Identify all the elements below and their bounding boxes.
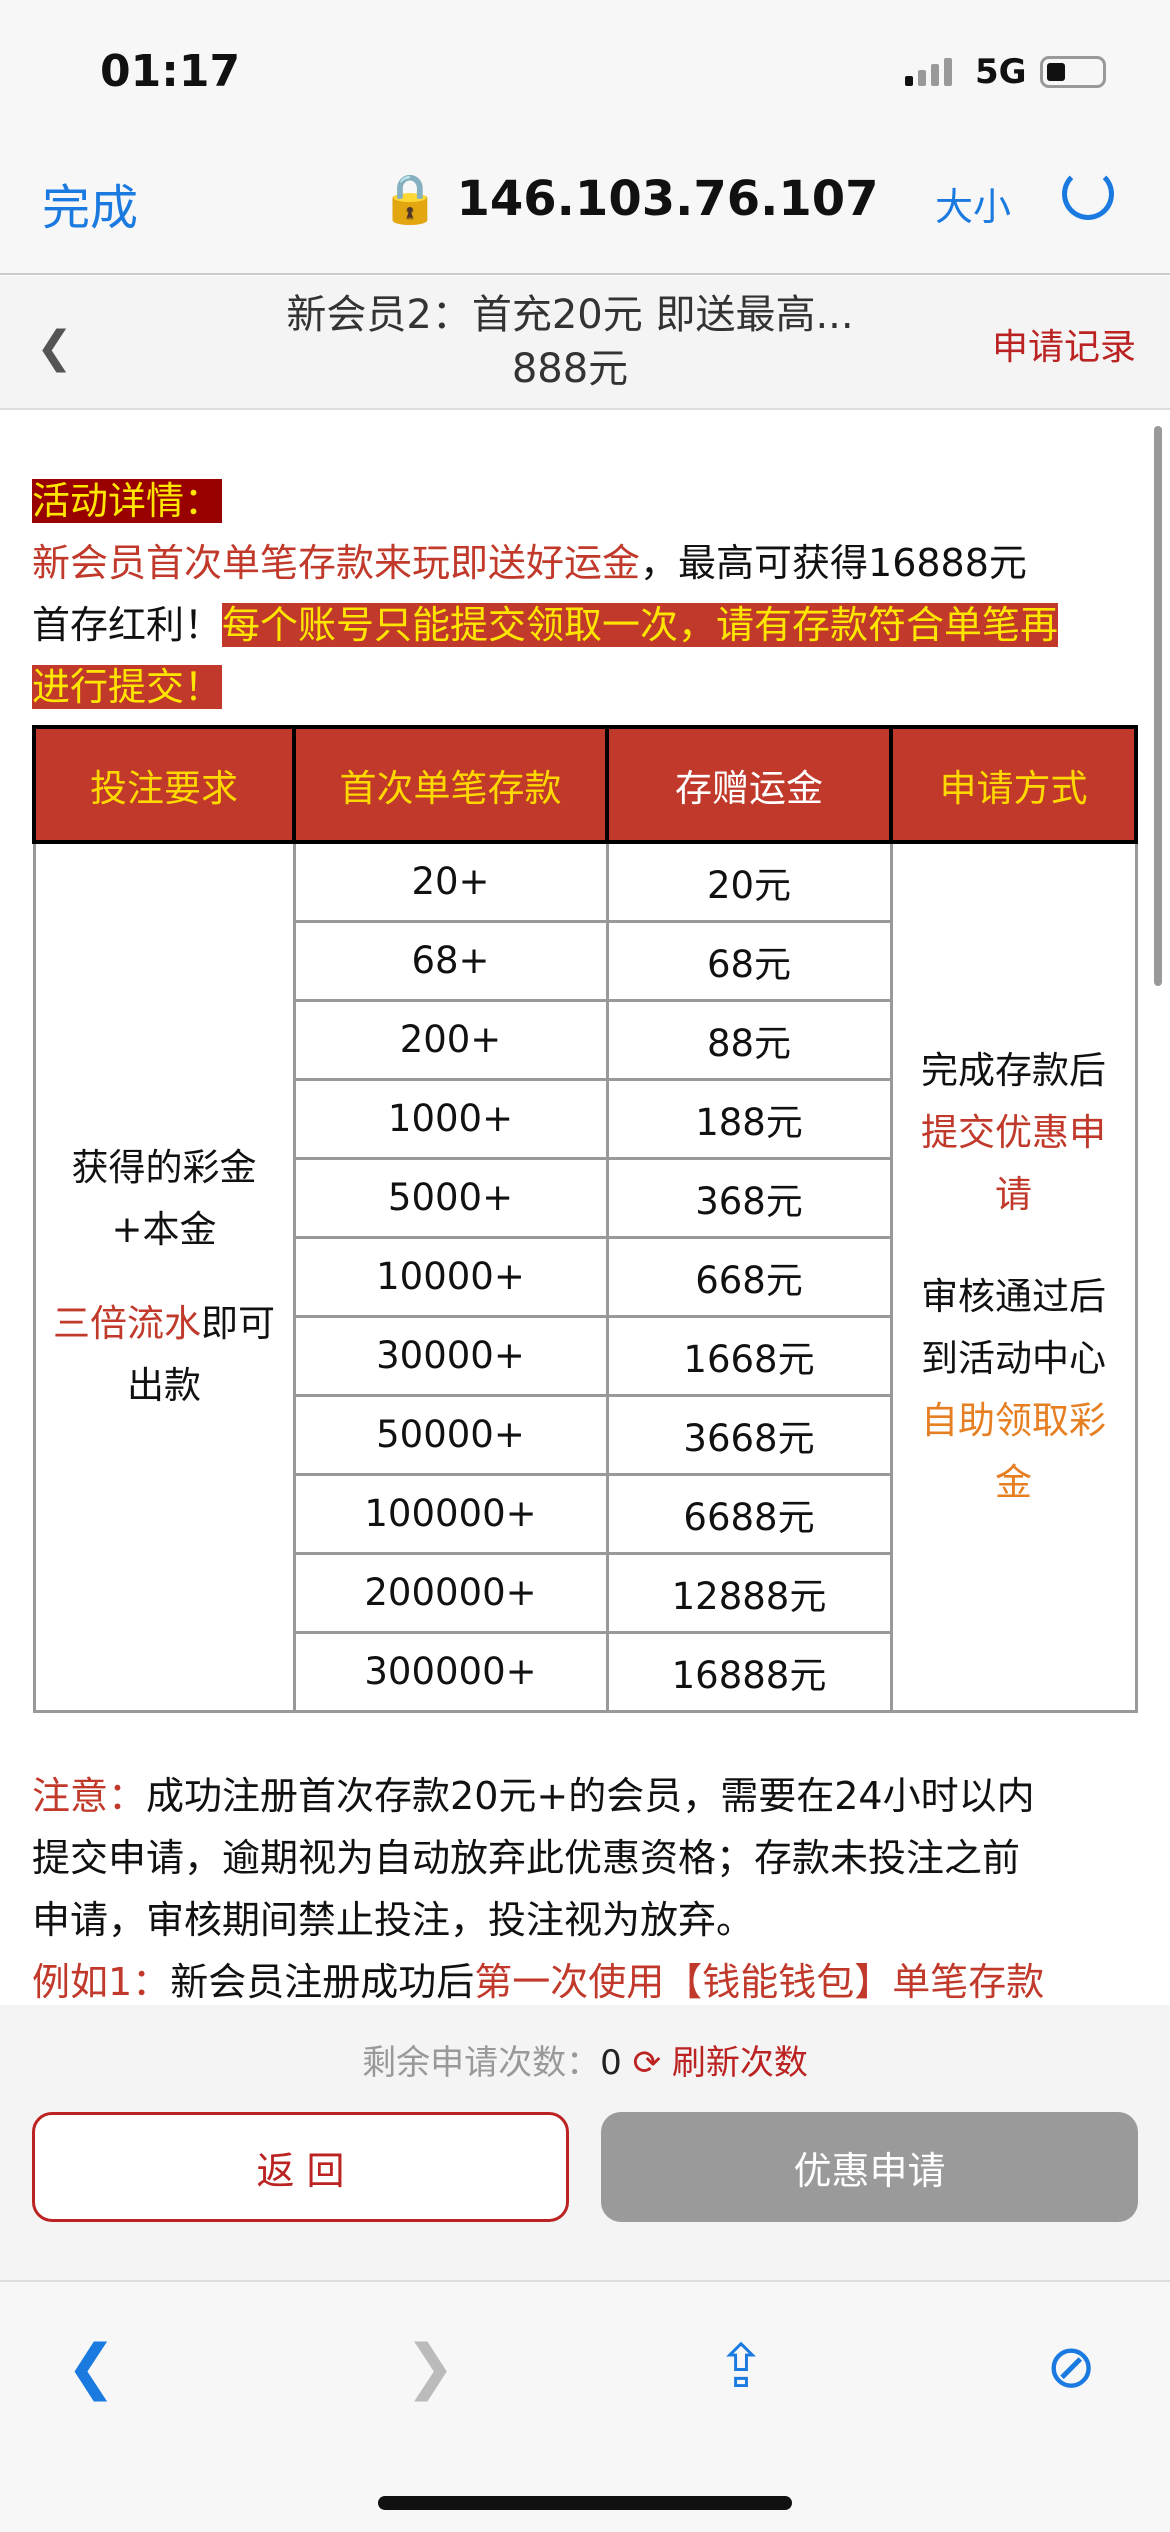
browser-toolbar: ❮ ❯ ⇪ ⊘ xyxy=(0,2280,1170,2532)
col-header: 首次单笔存款 xyxy=(292,725,609,844)
table-row: 5000+ 368元 xyxy=(34,1156,1136,1239)
address-bar[interactable]: 🔒 146.103.76.107 xyxy=(380,170,879,227)
scrollbar[interactable] xyxy=(1154,426,1162,986)
refresh-button[interactable]: ⟳ 刷新次数 xyxy=(632,2043,808,2083)
notice-text: 成功注册首次存款20元+的会员，需要在24小时以内 xyxy=(146,1774,1035,1818)
table-row: 10000+ 668元 xyxy=(34,1235,1136,1318)
deposit-cell: 68+ xyxy=(292,919,609,1002)
page-title: 新会员2：首充20元 即送最高... 888元 xyxy=(286,292,854,392)
home-indicator xyxy=(378,2496,792,2510)
deposit-cell: 30000+ xyxy=(292,1314,609,1397)
deposit-cell: 20+ xyxy=(292,840,609,923)
requirement-cell: 获得的彩金 +本金 三倍流水即可 出款 xyxy=(32,840,296,1713)
content: 活动详情： 新会员首次单笔存款来玩即送好运金，最高可获得16888元 首存红利！… xyxy=(0,410,1170,2005)
browser-bar: 完成 🔒 146.103.76.107 大小 xyxy=(0,140,1170,275)
example-red: 第一次使用【钱能钱包】单笔存款 xyxy=(474,1960,1045,2004)
reload-icon[interactable] xyxy=(1062,168,1114,220)
intro-red: 新会员首次单笔存款来玩即送好运金 xyxy=(32,541,641,585)
bonus-cell: 20元 xyxy=(605,840,893,923)
records-link[interactable]: 申请记录 xyxy=(991,327,1136,368)
status-bar: 01:17 5G xyxy=(0,0,1170,140)
url-text: 146.103.76.107 xyxy=(456,171,879,227)
deposit-cell: 100000+ xyxy=(292,1472,609,1555)
bonus-cell: 68元 xyxy=(605,919,893,1002)
table-row: 200000+ 12888元 xyxy=(34,1551,1136,1634)
bonus-cell: 1668元 xyxy=(605,1314,893,1397)
back-chevron-icon[interactable]: ❮ xyxy=(36,322,73,373)
text-size-button[interactable]: 大小 xyxy=(935,185,1012,229)
deposit-cell: 200000+ xyxy=(292,1551,609,1634)
table-row: 200+ 88元 xyxy=(34,998,1136,1081)
forward-icon[interactable]: ❯ xyxy=(405,2332,456,2402)
example-label: 例如1： xyxy=(32,1960,171,2004)
deposit-cell: 200+ xyxy=(292,998,609,1081)
network-label: 5G xyxy=(975,52,1027,92)
table-row: 获得的彩金 +本金 三倍流水即可 出款 20+ 20元 完成存款后 提交优惠申请审核通过后 到活… xyxy=(32,840,1138,1713)
bonus-cell: 668元 xyxy=(605,1235,893,1318)
back-button[interactable]: 返 回 xyxy=(32,2112,569,2222)
table-row: 300000+ 16888元 xyxy=(34,1630,1136,1713)
example-text: 新会员注册成功后 xyxy=(170,1960,475,2004)
compass-icon[interactable]: ⊘ xyxy=(1046,2332,1097,2402)
signal-icon xyxy=(905,58,952,86)
share-icon[interactable]: ⇪ xyxy=(716,2332,767,2402)
col-header: 申请方式 xyxy=(889,725,1138,844)
lock-icon: 🔒 xyxy=(380,171,440,227)
intro-text2: 首存红利！ xyxy=(32,603,223,647)
deposit-cell: 5000+ xyxy=(292,1156,609,1239)
battery-icon xyxy=(1040,56,1106,88)
remaining-count: 剩余申请次数：0 ⟳ 刷新次数 xyxy=(362,2043,808,2083)
deposit-cell: 50000+ xyxy=(292,1393,609,1476)
notice-text: 申请，审核期间禁止投注，投注视为放弃。 xyxy=(32,1898,755,1942)
bonus-cell: 3668元 xyxy=(605,1393,893,1476)
bonus-cell: 12888元 xyxy=(605,1551,893,1634)
intro-highlight2: 进行提交！ xyxy=(32,665,223,709)
deposit-cell: 1000+ xyxy=(292,1077,609,1160)
bonus-cell: 16888元 xyxy=(605,1630,893,1713)
done-button[interactable]: 完成 xyxy=(42,180,139,236)
intro: 活动详情： 新会员首次单笔存款来玩即送好运金，最高可获得16888元 首存红利！… xyxy=(32,470,1142,718)
notice: 注意：成功注册首次存款20元+的会员，需要在24小时以内 提交申请，逾期视为自动… xyxy=(32,1765,1142,2005)
intro-label: 活动详情： xyxy=(32,479,223,523)
bonus-table: 投注要求 首次单笔存款 存赠运金 申请方式 获得的彩金 +本金 三倍流水即可 出款 20… xyxy=(32,725,1138,1713)
intro-highlight: 每个账号只能提交领取一次，请有存款符合单笔再 xyxy=(222,603,1059,647)
notice-text: 提交申请，逾期视为自动放弃此优惠资格；存款未投注之前 xyxy=(32,1836,1021,1880)
back-icon[interactable]: ❮ xyxy=(66,2332,117,2402)
method-cell: 完成存款后 提交优惠申请审核通过后 到活动中心 自助领取彩金 xyxy=(889,840,1138,1713)
table-row: 1000+ 188元 xyxy=(34,1077,1136,1160)
refresh-icon: ⟳ xyxy=(632,2043,662,2083)
table-row: 30000+ 1668元 xyxy=(34,1314,1136,1397)
action-footer: 剩余申请次数：0 ⟳ 刷新次数 返 回 优惠申请 xyxy=(0,2005,1170,2280)
col-header: 投注要求 xyxy=(32,725,296,844)
bonus-cell: 188元 xyxy=(605,1077,893,1160)
table-row: 68+ 68元 xyxy=(34,919,1136,1002)
bonus-cell: 368元 xyxy=(605,1156,893,1239)
page-header: ❮ 新会员2：首充20元 即送最高... 888元 申请记录 xyxy=(0,276,1170,410)
col-header: 存赠运金 xyxy=(605,725,893,844)
bonus-cell: 6688元 xyxy=(605,1472,893,1555)
bonus-cell: 88元 xyxy=(605,998,893,1081)
intro-text: ，最高可获得16888元 xyxy=(640,541,1027,585)
table-row: 50000+ 3668元 xyxy=(34,1393,1136,1476)
notice-label: 注意： xyxy=(32,1774,147,1818)
deposit-cell: 10000+ xyxy=(292,1235,609,1318)
clock: 01:17 xyxy=(100,46,241,97)
deposit-cell: 300000+ xyxy=(292,1630,609,1713)
table-row: 100000+ 6688元 xyxy=(34,1472,1136,1555)
apply-button[interactable]: 优惠申请 xyxy=(601,2112,1138,2222)
